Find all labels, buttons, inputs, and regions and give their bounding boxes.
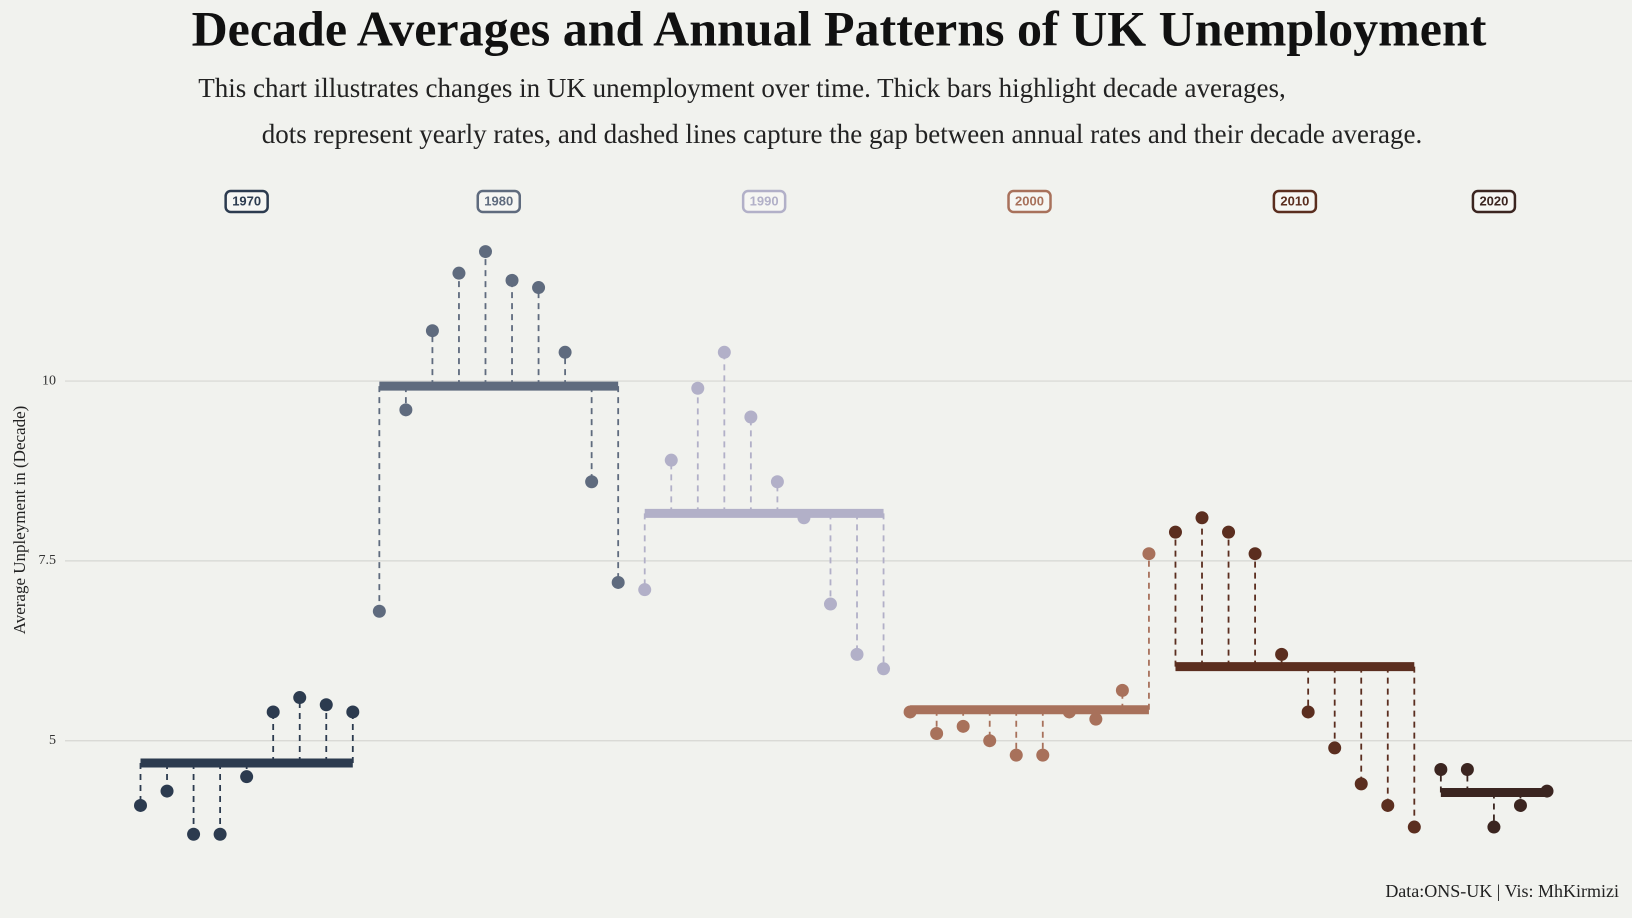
year-dot bbox=[505, 273, 519, 287]
year-dot bbox=[293, 691, 307, 705]
decade-badge bbox=[476, 189, 522, 214]
year-dot bbox=[399, 403, 413, 417]
decade-label: 2000 bbox=[1015, 193, 1044, 208]
year-dot bbox=[850, 647, 864, 661]
year-dot bbox=[1115, 683, 1129, 697]
year-dot bbox=[1354, 777, 1368, 791]
decade-badge bbox=[1272, 189, 1318, 214]
y-axis-label: Average Unpleyment in (Decade) bbox=[10, 406, 29, 635]
year-dot bbox=[638, 583, 652, 597]
y-tick-label: 10 bbox=[42, 373, 56, 388]
decade-group: 1980 bbox=[372, 189, 625, 618]
chart-title: Decade Averages and Annual Patterns of U… bbox=[192, 0, 1487, 56]
decade-badge bbox=[741, 189, 787, 214]
year-dot bbox=[823, 597, 837, 611]
year-dot bbox=[266, 705, 280, 719]
year-dot bbox=[1381, 798, 1395, 812]
year-dot bbox=[558, 345, 572, 359]
year-dot bbox=[585, 475, 599, 489]
chart-subtitle: dots represent yearly rates, and dashed … bbox=[262, 119, 1422, 149]
year-dot bbox=[1275, 647, 1289, 661]
year-dot bbox=[1195, 511, 1209, 525]
decade-badge bbox=[1007, 189, 1052, 214]
chart-subtitle: This chart illustrates changes in UK une… bbox=[198, 73, 1285, 103]
year-dot bbox=[691, 381, 705, 395]
year-dot bbox=[160, 784, 174, 798]
year-dot bbox=[1222, 525, 1236, 539]
year-dot bbox=[717, 345, 731, 359]
year-dot bbox=[983, 734, 997, 748]
decade-label: 1970 bbox=[232, 193, 261, 208]
y-tick-label: 7.5 bbox=[39, 553, 57, 568]
year-dot bbox=[1009, 748, 1023, 762]
year-dot bbox=[797, 511, 811, 525]
year-dot bbox=[1407, 820, 1421, 834]
year-dot bbox=[1089, 712, 1103, 726]
year-dot bbox=[611, 575, 625, 589]
year-dot bbox=[134, 798, 147, 812]
year-dot bbox=[930, 727, 944, 741]
year-dot bbox=[1062, 705, 1076, 719]
decade-group: 2010 bbox=[1168, 189, 1421, 834]
year-dot bbox=[532, 281, 546, 295]
decade-badge bbox=[1471, 189, 1517, 214]
year-dot bbox=[877, 662, 891, 676]
year-dot bbox=[1301, 705, 1315, 719]
decade-group: 1970 bbox=[134, 189, 360, 841]
year-dot bbox=[903, 705, 917, 719]
year-dot bbox=[1487, 820, 1501, 834]
year-dot bbox=[213, 827, 227, 841]
year-dot bbox=[452, 266, 466, 280]
year-dot bbox=[346, 705, 360, 719]
decade-group: 2000 bbox=[903, 189, 1156, 762]
year-dot bbox=[1142, 547, 1156, 561]
year-dot bbox=[1460, 762, 1474, 776]
year-dot bbox=[425, 324, 439, 338]
y-tick-label: 5 bbox=[49, 733, 56, 748]
year-dot bbox=[372, 604, 386, 618]
year-dot bbox=[664, 453, 678, 467]
decade-label: 1990 bbox=[750, 193, 779, 208]
year-dot bbox=[770, 475, 784, 489]
year-dot bbox=[1036, 748, 1050, 762]
year-dot bbox=[1328, 741, 1342, 755]
year-dot bbox=[478, 245, 492, 259]
year-dot bbox=[1540, 784, 1554, 798]
decade-group: 2020 bbox=[1434, 189, 1554, 834]
year-dot bbox=[956, 719, 970, 733]
year-dot bbox=[1248, 547, 1262, 561]
year-dot bbox=[1168, 525, 1182, 539]
decade-label: 1980 bbox=[484, 193, 513, 208]
year-dot bbox=[744, 410, 758, 424]
decade-label: 2010 bbox=[1280, 193, 1309, 208]
year-dot bbox=[319, 698, 333, 712]
caption: Data:ONS-UK | Vis: MhKirmizi bbox=[1385, 881, 1619, 901]
year-dot bbox=[1513, 798, 1527, 812]
year-dot bbox=[187, 827, 201, 841]
year-dot bbox=[240, 770, 254, 784]
grid bbox=[65, 380, 1632, 742]
decade-group: 1990 bbox=[638, 189, 891, 676]
year-dot bbox=[1434, 762, 1448, 776]
decade-badge bbox=[224, 189, 269, 214]
decade-label: 2020 bbox=[1479, 193, 1508, 208]
